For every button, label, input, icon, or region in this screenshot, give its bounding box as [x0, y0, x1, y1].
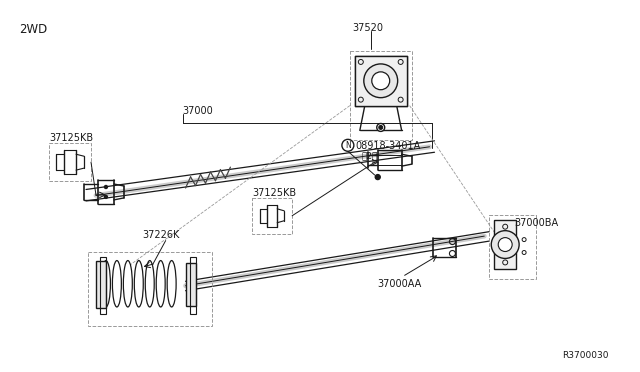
- Text: 37125KB: 37125KB: [49, 134, 93, 143]
- Text: 37000AA: 37000AA: [378, 279, 422, 289]
- Bar: [494, 220, 516, 269]
- Text: 37226K: 37226K: [143, 230, 180, 240]
- Text: 37520: 37520: [352, 23, 383, 33]
- Circle shape: [379, 125, 383, 129]
- Text: R3700030: R3700030: [562, 351, 609, 360]
- Bar: [350, 51, 412, 140]
- Bar: [189, 257, 196, 314]
- Bar: [100, 257, 106, 314]
- Bar: [355, 56, 406, 106]
- Circle shape: [492, 231, 519, 259]
- Text: N: N: [345, 141, 351, 150]
- Circle shape: [364, 64, 397, 98]
- Circle shape: [375, 174, 380, 180]
- Bar: [49, 143, 91, 181]
- Circle shape: [372, 72, 390, 90]
- Text: 08918-3401A: 08918-3401A: [356, 141, 421, 151]
- Text: 37000: 37000: [182, 106, 213, 116]
- Bar: [186, 263, 196, 306]
- Bar: [88, 251, 212, 326]
- Circle shape: [104, 195, 108, 198]
- Bar: [96, 262, 106, 308]
- Text: 37125KB: 37125KB: [252, 188, 296, 198]
- Circle shape: [104, 186, 108, 189]
- Text: 2WD: 2WD: [19, 23, 47, 36]
- Circle shape: [377, 124, 385, 131]
- Text: 37000BA: 37000BA: [514, 218, 558, 228]
- Bar: [252, 198, 292, 234]
- Text: （2）: （2）: [362, 151, 378, 160]
- Bar: [489, 215, 536, 279]
- Circle shape: [342, 140, 354, 151]
- Circle shape: [498, 238, 512, 251]
